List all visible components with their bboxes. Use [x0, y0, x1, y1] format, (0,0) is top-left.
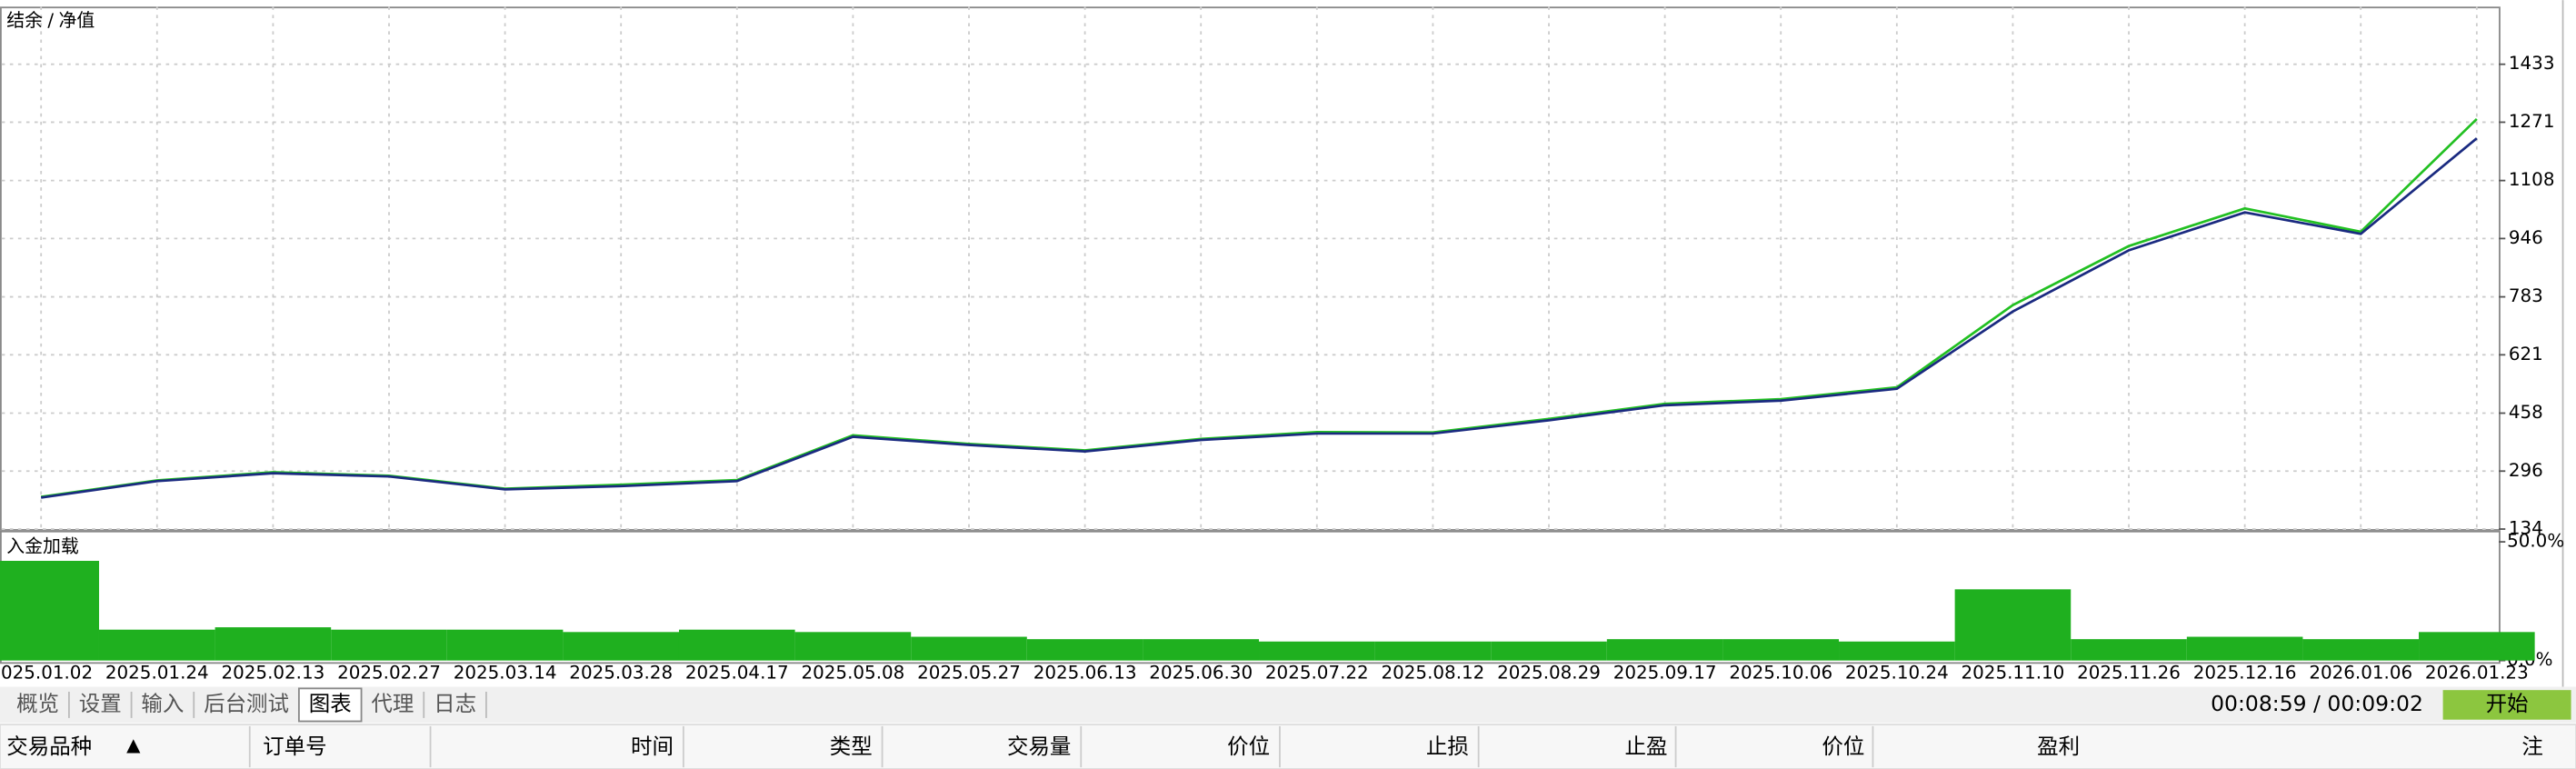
- x-tick-label: 2026.01.06: [2309, 663, 2412, 684]
- x-tick-label: 2025.06.30: [1149, 663, 1253, 684]
- y-tick-label: 621: [2509, 344, 2543, 365]
- column-header[interactable]: 注: [2521, 734, 2543, 759]
- tab[interactable]: 概览: [16, 691, 59, 716]
- legend-separator: /: [47, 10, 54, 31]
- y-tick-label: 946: [2509, 227, 2543, 248]
- bar: [911, 636, 1027, 661]
- bar: [1374, 641, 1492, 661]
- bar: [1143, 639, 1260, 661]
- column-header[interactable]: 交易量: [1007, 734, 1071, 759]
- start-button-bg[interactable]: [2442, 690, 2571, 720]
- bar: [1026, 639, 1143, 661]
- x-tick-label: 2025.08.12: [1382, 663, 1485, 684]
- y-tick-label: 1108: [2509, 169, 2555, 190]
- x-tick-label: 2025.01.02: [0, 663, 93, 684]
- bar: [2186, 636, 2303, 661]
- column-header[interactable]: 时间: [631, 734, 674, 759]
- tab[interactable]: 后台测试: [204, 691, 289, 716]
- bar: [794, 632, 912, 661]
- legend-entry: 结余: [6, 10, 43, 31]
- timer: 00:08:59 / 00:09:02: [2211, 691, 2423, 716]
- bar: [1839, 641, 1955, 661]
- x-tick-label: 2025.08.29: [1497, 663, 1601, 684]
- column-header[interactable]: 类型: [830, 734, 873, 759]
- x-tick-label: 2025.05.27: [917, 663, 1021, 684]
- bar: [563, 632, 679, 661]
- column-header[interactable]: 交易品种: [6, 734, 92, 759]
- y-tick-label: 296: [2509, 460, 2543, 481]
- x-tick-label: 2026.01.23: [2425, 663, 2529, 684]
- bar: [2302, 639, 2420, 661]
- x-tick-label: 2025.01.24: [105, 663, 209, 684]
- x-tick-label: 2025.09.17: [1613, 663, 1717, 684]
- x-tick-label: 2025.10.06: [1729, 663, 1832, 684]
- active-tab[interactable]: 图表: [309, 691, 352, 716]
- column-header[interactable]: 订单号: [263, 734, 326, 759]
- column-header[interactable]: 止损: [1426, 734, 1469, 759]
- y-tick-label: 1271: [2509, 111, 2555, 132]
- y-tick-label: 1433: [2509, 53, 2555, 74]
- start-button[interactable]: 开始: [2486, 691, 2529, 716]
- tab[interactable]: 设置: [79, 691, 122, 716]
- x-tick-label: 2025.11.26: [2077, 663, 2181, 684]
- active-tab-frame: [297, 687, 363, 723]
- y-tick-label: 134: [2509, 518, 2543, 539]
- column-header[interactable]: 止盈: [1625, 734, 1668, 759]
- column-header[interactable]: 价位: [1227, 734, 1270, 759]
- tab[interactable]: 代理: [371, 691, 414, 716]
- bar: [446, 629, 564, 661]
- bar: [1491, 641, 1607, 661]
- y-tick-label: 458: [2509, 402, 2543, 423]
- series-line: [40, 137, 2478, 499]
- bar: [1954, 589, 2072, 661]
- bar: [1606, 639, 1723, 661]
- x-tick-label: 2025.05.08: [802, 663, 905, 684]
- x-tick-label: 2025.02.13: [221, 663, 324, 684]
- bar: [331, 629, 447, 661]
- x-tick-label: 2025.11.10: [1962, 663, 2065, 684]
- bar: [215, 627, 332, 661]
- bar: [678, 629, 795, 661]
- x-tick-label: 2025.12.16: [2193, 663, 2297, 684]
- y-tick-label: 783: [2509, 285, 2543, 306]
- bar: [98, 629, 215, 661]
- x-tick-label: 2025.03.14: [454, 663, 557, 684]
- legend-entry: 净值: [59, 10, 95, 31]
- x-tick-label: 2025.03.28: [569, 663, 673, 684]
- column-header[interactable]: 价位: [1822, 734, 1864, 759]
- table-header: [0, 724, 2576, 769]
- column-header[interactable]: 盈利: [2037, 734, 2080, 759]
- x-tick-label: 2025.02.27: [337, 663, 441, 684]
- x-tick-label: 2025.04.17: [685, 663, 789, 684]
- tab[interactable]: 输入: [141, 691, 184, 716]
- bar: [2419, 632, 2535, 661]
- bar: [0, 560, 99, 661]
- sort-indicator: ▲: [126, 734, 141, 755]
- tab[interactable]: 日志: [434, 691, 476, 716]
- panel-title: 入金加载: [6, 535, 79, 556]
- bar: [1722, 639, 1840, 661]
- x-tick-label: 2025.06.13: [1033, 663, 1137, 684]
- bar: [1259, 641, 1375, 661]
- tab-bar: [0, 686, 2576, 724]
- y-tick-label: 50.0%: [2507, 531, 2564, 552]
- bar: [2071, 639, 2187, 661]
- x-tick-label: 2025.10.24: [1845, 663, 1949, 684]
- x-tick-label: 2025.07.22: [1265, 663, 1369, 684]
